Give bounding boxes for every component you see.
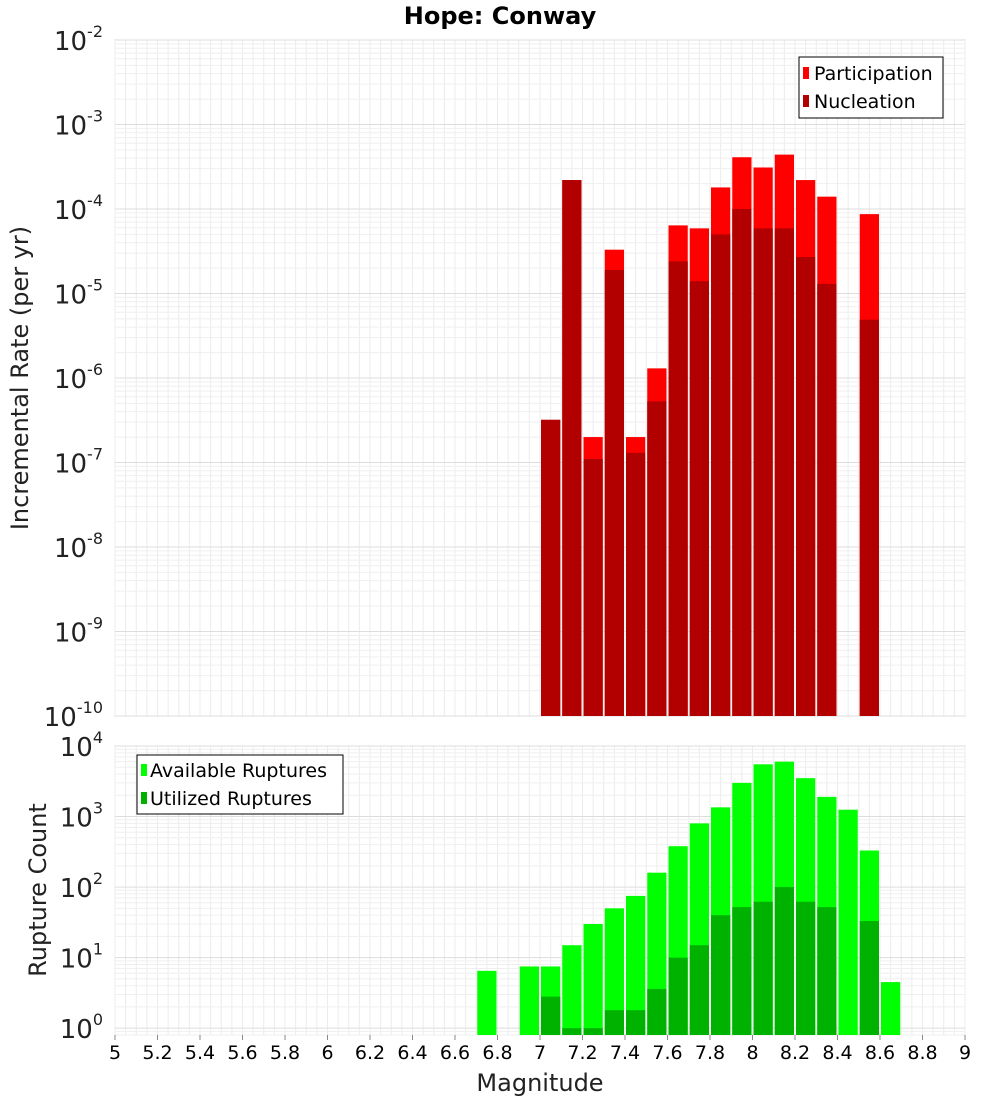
x-ticks: 5 5.2 5.4 5.6 5.8 6 6.2 6.4 6.6 6.8 7 7.2 7.4 7.6 7.8 8… bbox=[109, 1035, 971, 1064]
bottom-bar-utilized-ruptures-15 bbox=[796, 901, 816, 1035]
top-y-tick-label-2: 10-4 bbox=[54, 191, 103, 226]
top-y-tick-label-4: 10-6 bbox=[54, 360, 103, 395]
x-tick-label-8: 6.6 bbox=[440, 1042, 470, 1064]
top-bars bbox=[541, 154, 879, 717]
bottom-bar-utilized-ruptures-11 bbox=[711, 915, 731, 1035]
bottom-y-tick-label-3: 101 bbox=[60, 940, 103, 975]
legend-label-participation: Participation bbox=[814, 63, 933, 85]
bottom-bar-available-ruptures-4 bbox=[562, 945, 582, 1035]
x-tick-label-5: 6 bbox=[321, 1042, 333, 1064]
top-bar-nucleation-2 bbox=[583, 459, 603, 716]
bottom-bar-utilized-ruptures-12 bbox=[732, 907, 752, 1035]
bottom-y-ticks: 104 103 102 101 100 bbox=[60, 728, 103, 1045]
bottom-bar-available-ruptures-17 bbox=[838, 809, 858, 1035]
top-bar-nucleation-13 bbox=[817, 283, 837, 716]
x-tick-label-6: 6.2 bbox=[355, 1042, 385, 1064]
legend-swatch-utilized bbox=[141, 792, 147, 804]
top-y-tick-label-7: 10-9 bbox=[54, 614, 103, 649]
top-bar-nucleation-3 bbox=[604, 269, 624, 716]
bottom-bar-available-ruptures-2 bbox=[519, 966, 539, 1035]
bottom-panel: 104 103 102 101 100 5 5.2 5.4 5.6 5.8 6 6.2 6.4 6.6 6… bbox=[24, 728, 971, 1097]
x-tick-label-1: 5.2 bbox=[142, 1042, 172, 1064]
bottom-bar-available-ruptures-7 bbox=[626, 895, 646, 1035]
top-legend: Participation Nucleation bbox=[798, 56, 944, 119]
x-tick-label-15: 8 bbox=[746, 1042, 758, 1064]
x-tick-label-10: 7 bbox=[534, 1042, 546, 1064]
bottom-bar-available-ruptures-5 bbox=[583, 923, 603, 1035]
x-tick-label-17: 8.4 bbox=[822, 1042, 852, 1064]
bottom-bar-available-ruptures-6 bbox=[604, 908, 624, 1035]
bottom-bar-utilized-ruptures-7 bbox=[626, 1010, 646, 1035]
x-tick-label-19: 8.8 bbox=[907, 1042, 937, 1064]
x-tick-label-3: 5.6 bbox=[227, 1042, 257, 1064]
legend-swatch-available bbox=[141, 764, 147, 776]
top-bar-nucleation-7 bbox=[689, 281, 709, 716]
top-bar-nucleation-4 bbox=[626, 452, 646, 716]
top-y-tick-label-1: 10-3 bbox=[54, 107, 103, 142]
legend-label-utilized: Utilized Ruptures bbox=[150, 788, 312, 810]
x-tick-label-0: 5 bbox=[109, 1042, 121, 1064]
bottom-bar-utilized-ruptures-13 bbox=[753, 901, 773, 1035]
legend-swatch-nucleation bbox=[803, 95, 809, 107]
bottom-bar-utilized-ruptures-14 bbox=[774, 887, 794, 1035]
bottom-bar-utilized-ruptures-10 bbox=[689, 945, 709, 1035]
bottom-bar-utilized-ruptures-18 bbox=[859, 921, 879, 1035]
top-bar-nucleation-5 bbox=[647, 401, 667, 716]
legend-label-nucleation: Nucleation bbox=[814, 91, 916, 113]
x-tick-label-11: 7.2 bbox=[567, 1042, 597, 1064]
x-tick-label-4: 5.8 bbox=[270, 1042, 300, 1064]
x-tick-label-14: 7.8 bbox=[695, 1042, 725, 1064]
x-tick-label-9: 6.8 bbox=[482, 1042, 512, 1064]
top-y-tick-label-5: 10-7 bbox=[54, 445, 103, 480]
top-y-tick-label-0: 10-2 bbox=[54, 22, 103, 57]
legend-label-available: Available Ruptures bbox=[150, 760, 327, 782]
top-panel: 10-2 10-3 10-4 10-5 10-6 10-7 10-8 10-9 10-10 In… bbox=[6, 22, 966, 733]
top-bar-nucleation-8 bbox=[711, 234, 731, 717]
bottom-bar-utilized-ruptures-5 bbox=[583, 1028, 603, 1035]
bottom-bar-available-ruptures-19 bbox=[881, 982, 901, 1035]
legend-swatch-participation bbox=[803, 67, 809, 79]
top-bar-nucleation-1 bbox=[562, 180, 582, 716]
bottom-bar-utilized-ruptures-6 bbox=[604, 1010, 624, 1035]
top-y-axis-label: Incremental Rate (per yr) bbox=[6, 226, 34, 530]
bottom-y-tick-label-0: 104 bbox=[60, 728, 103, 763]
bottom-bars bbox=[477, 761, 901, 1035]
top-bar-nucleation-0 bbox=[541, 419, 561, 716]
bottom-bar-utilized-ruptures-16 bbox=[817, 907, 837, 1035]
top-y-tick-label-6: 10-8 bbox=[54, 529, 103, 564]
top-grid bbox=[114, 39, 966, 717]
bottom-bar-utilized-ruptures-4 bbox=[562, 1028, 582, 1035]
x-tick-label-18: 8.6 bbox=[865, 1042, 895, 1064]
bottom-legend: Available Ruptures Utilized Ruptures bbox=[136, 754, 344, 815]
bottom-bar-utilized-ruptures-8 bbox=[647, 988, 667, 1035]
bottom-y-tick-label-4: 100 bbox=[60, 1010, 103, 1045]
bottom-y-tick-label-2: 102 bbox=[60, 869, 103, 904]
bottom-y-tick-label-1: 103 bbox=[60, 799, 103, 834]
top-y-ticks: 10-2 10-3 10-4 10-5 10-6 10-7 10-8 10-9 10-10 bbox=[44, 22, 103, 733]
x-tick-label-7: 6.4 bbox=[397, 1042, 427, 1064]
x-tick-label-13: 7.6 bbox=[652, 1042, 682, 1064]
top-bar-nucleation-11 bbox=[774, 228, 794, 716]
x-axis-label: Magnitude bbox=[476, 1069, 603, 1097]
top-y-tick-label-3: 10-5 bbox=[54, 276, 103, 311]
bottom-bar-available-ruptures-0 bbox=[477, 970, 497, 1035]
bottom-y-axis-label: Rupture Count bbox=[24, 803, 52, 977]
top-bar-nucleation-15 bbox=[859, 319, 879, 716]
top-y-tick-label-8: 10-10 bbox=[44, 698, 103, 733]
top-bar-nucleation-10 bbox=[753, 228, 773, 716]
x-tick-label-12: 7.4 bbox=[610, 1042, 640, 1064]
chart-title: Hope: Conway bbox=[404, 2, 597, 30]
top-bar-nucleation-12 bbox=[796, 257, 816, 716]
x-tick-label-20: 9 bbox=[959, 1042, 971, 1064]
bottom-bar-utilized-ruptures-3 bbox=[541, 996, 561, 1035]
top-bar-nucleation-9 bbox=[732, 209, 752, 716]
x-tick-label-2: 5.4 bbox=[185, 1042, 215, 1064]
bottom-bar-utilized-ruptures-9 bbox=[668, 957, 688, 1035]
x-tick-label-16: 8.2 bbox=[780, 1042, 810, 1064]
top-bar-nucleation-6 bbox=[668, 261, 688, 716]
